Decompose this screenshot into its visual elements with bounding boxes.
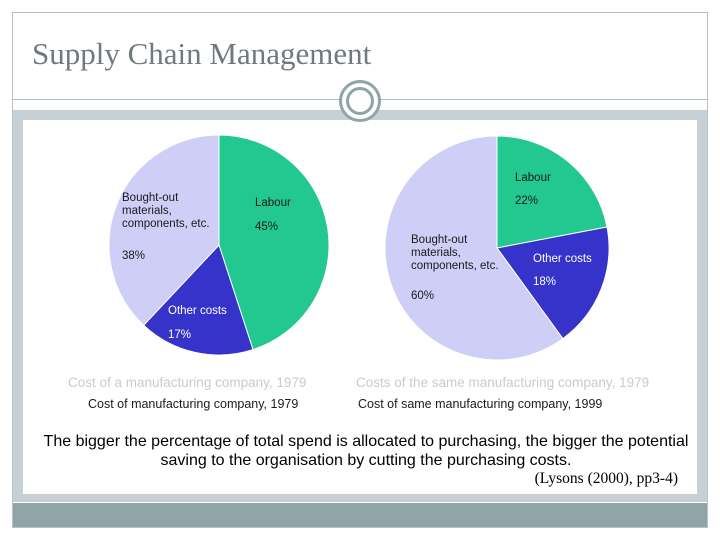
slice-value-2-1: 22% (515, 195, 538, 207)
slice-label-1-3: Bought-out materials, components, etc. (122, 192, 210, 230)
pie-slice-2-2 (496, 226, 610, 340)
slice-label-2-3: Bought-out materials, components, etc. (411, 234, 499, 272)
pie-slice-2-1 (496, 135, 608, 249)
chart2-faint-caption: Costs of the same manufacturing company,… (356, 375, 650, 390)
slice-label-2-2: Other costs (533, 253, 592, 265)
slice-label-2-1: Labour (515, 172, 551, 184)
slice-value-2-2: 18% (533, 276, 556, 288)
slide-title: Supply Chain Management (32, 36, 372, 71)
slice-value-1-1: 45% (255, 221, 278, 233)
pie-chart-1999: Labour 22% Other costs 18% Bought-out materia… (384, 135, 610, 361)
chart1-faint-caption: Cost of a manufacturing company, 1979 (68, 375, 307, 390)
slice-label-1-1: Labour (255, 197, 291, 209)
slice-value-1-2: 17% (168, 329, 191, 341)
chart2-caption: Cost of same manufacturing company, 1999 (358, 397, 603, 411)
footer-bar (13, 503, 707, 527)
citation: (Lysons (2000), pp3-4) (534, 470, 678, 487)
pie-slice-1-1 (218, 134, 330, 351)
circle-ornament-icon (339, 80, 381, 122)
slice-value-2-3: 60% (411, 290, 434, 302)
pie-chart-1979: Labour 45% Other costs 17% Bought-out materia… (108, 134, 330, 356)
pie-slice-2-3 (384, 135, 564, 361)
chart1-caption: Cost of manufacturing company, 1979 (88, 397, 299, 411)
pie-slice-1-3 (108, 134, 220, 326)
slice-value-1-3: 38% (122, 250, 145, 262)
pie-slice-1-2 (142, 244, 254, 356)
slice-label-1-2: Other costs (168, 305, 227, 317)
slide-frame (12, 12, 708, 528)
summary-text: The bigger the percentage of total spend… (43, 433, 689, 469)
